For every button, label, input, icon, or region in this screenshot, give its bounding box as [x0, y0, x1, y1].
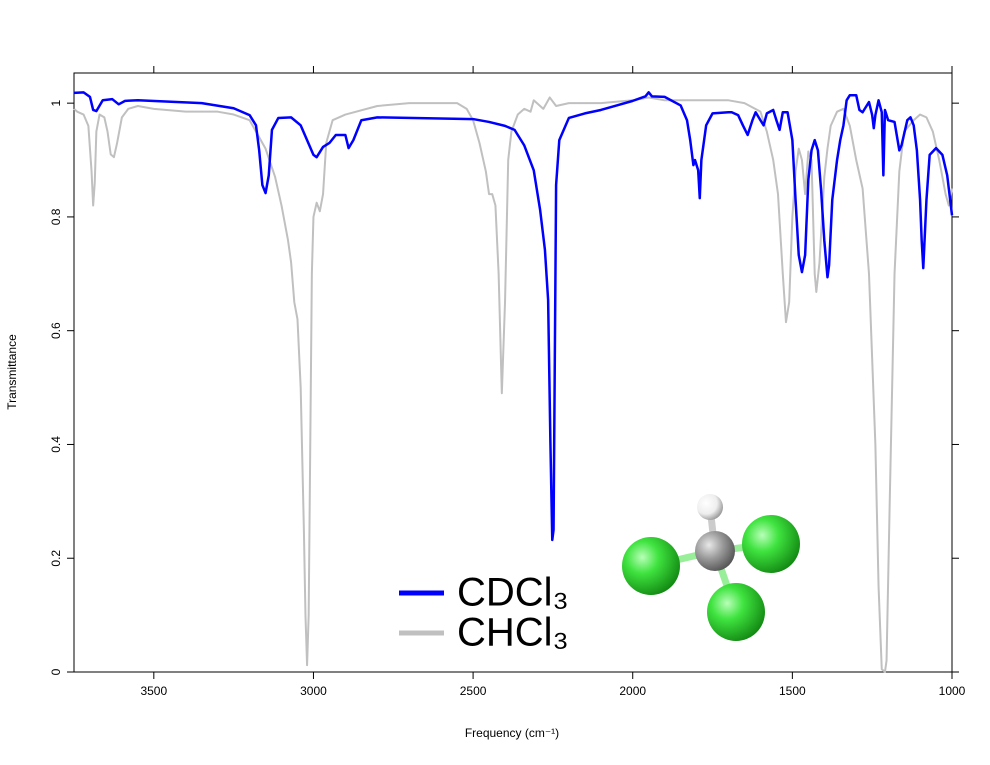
x-axis-label: Frequency (cm⁻¹)	[465, 726, 559, 740]
x-tick-label: 1000	[939, 684, 966, 698]
y-tick-label: 0.6	[49, 322, 63, 339]
molecule-illustration	[622, 494, 800, 641]
y-tick-label: 1	[49, 99, 63, 106]
y-tick-label: 0.4	[49, 436, 63, 453]
y-tick-label: 0.2	[49, 550, 63, 567]
plot-area	[73, 91, 954, 673]
y-tick-label: 0.8	[49, 208, 63, 225]
plot-frame	[73, 72, 953, 673]
x-tick-label: 3500	[140, 684, 167, 698]
x-tick-label: 1500	[779, 684, 806, 698]
x-tick-label: 2000	[619, 684, 646, 698]
y-axis-label: Transmittance	[5, 334, 19, 410]
x-tick-label: 2500	[460, 684, 487, 698]
spectrum-line	[73, 91, 954, 542]
spectrum-line	[73, 96, 953, 673]
x-tick-label: 3000	[300, 684, 327, 698]
y-tick-label: 0	[49, 668, 63, 675]
legend-label: CHCl₃	[457, 611, 569, 655]
legend-label: CDCl₃	[457, 571, 569, 615]
